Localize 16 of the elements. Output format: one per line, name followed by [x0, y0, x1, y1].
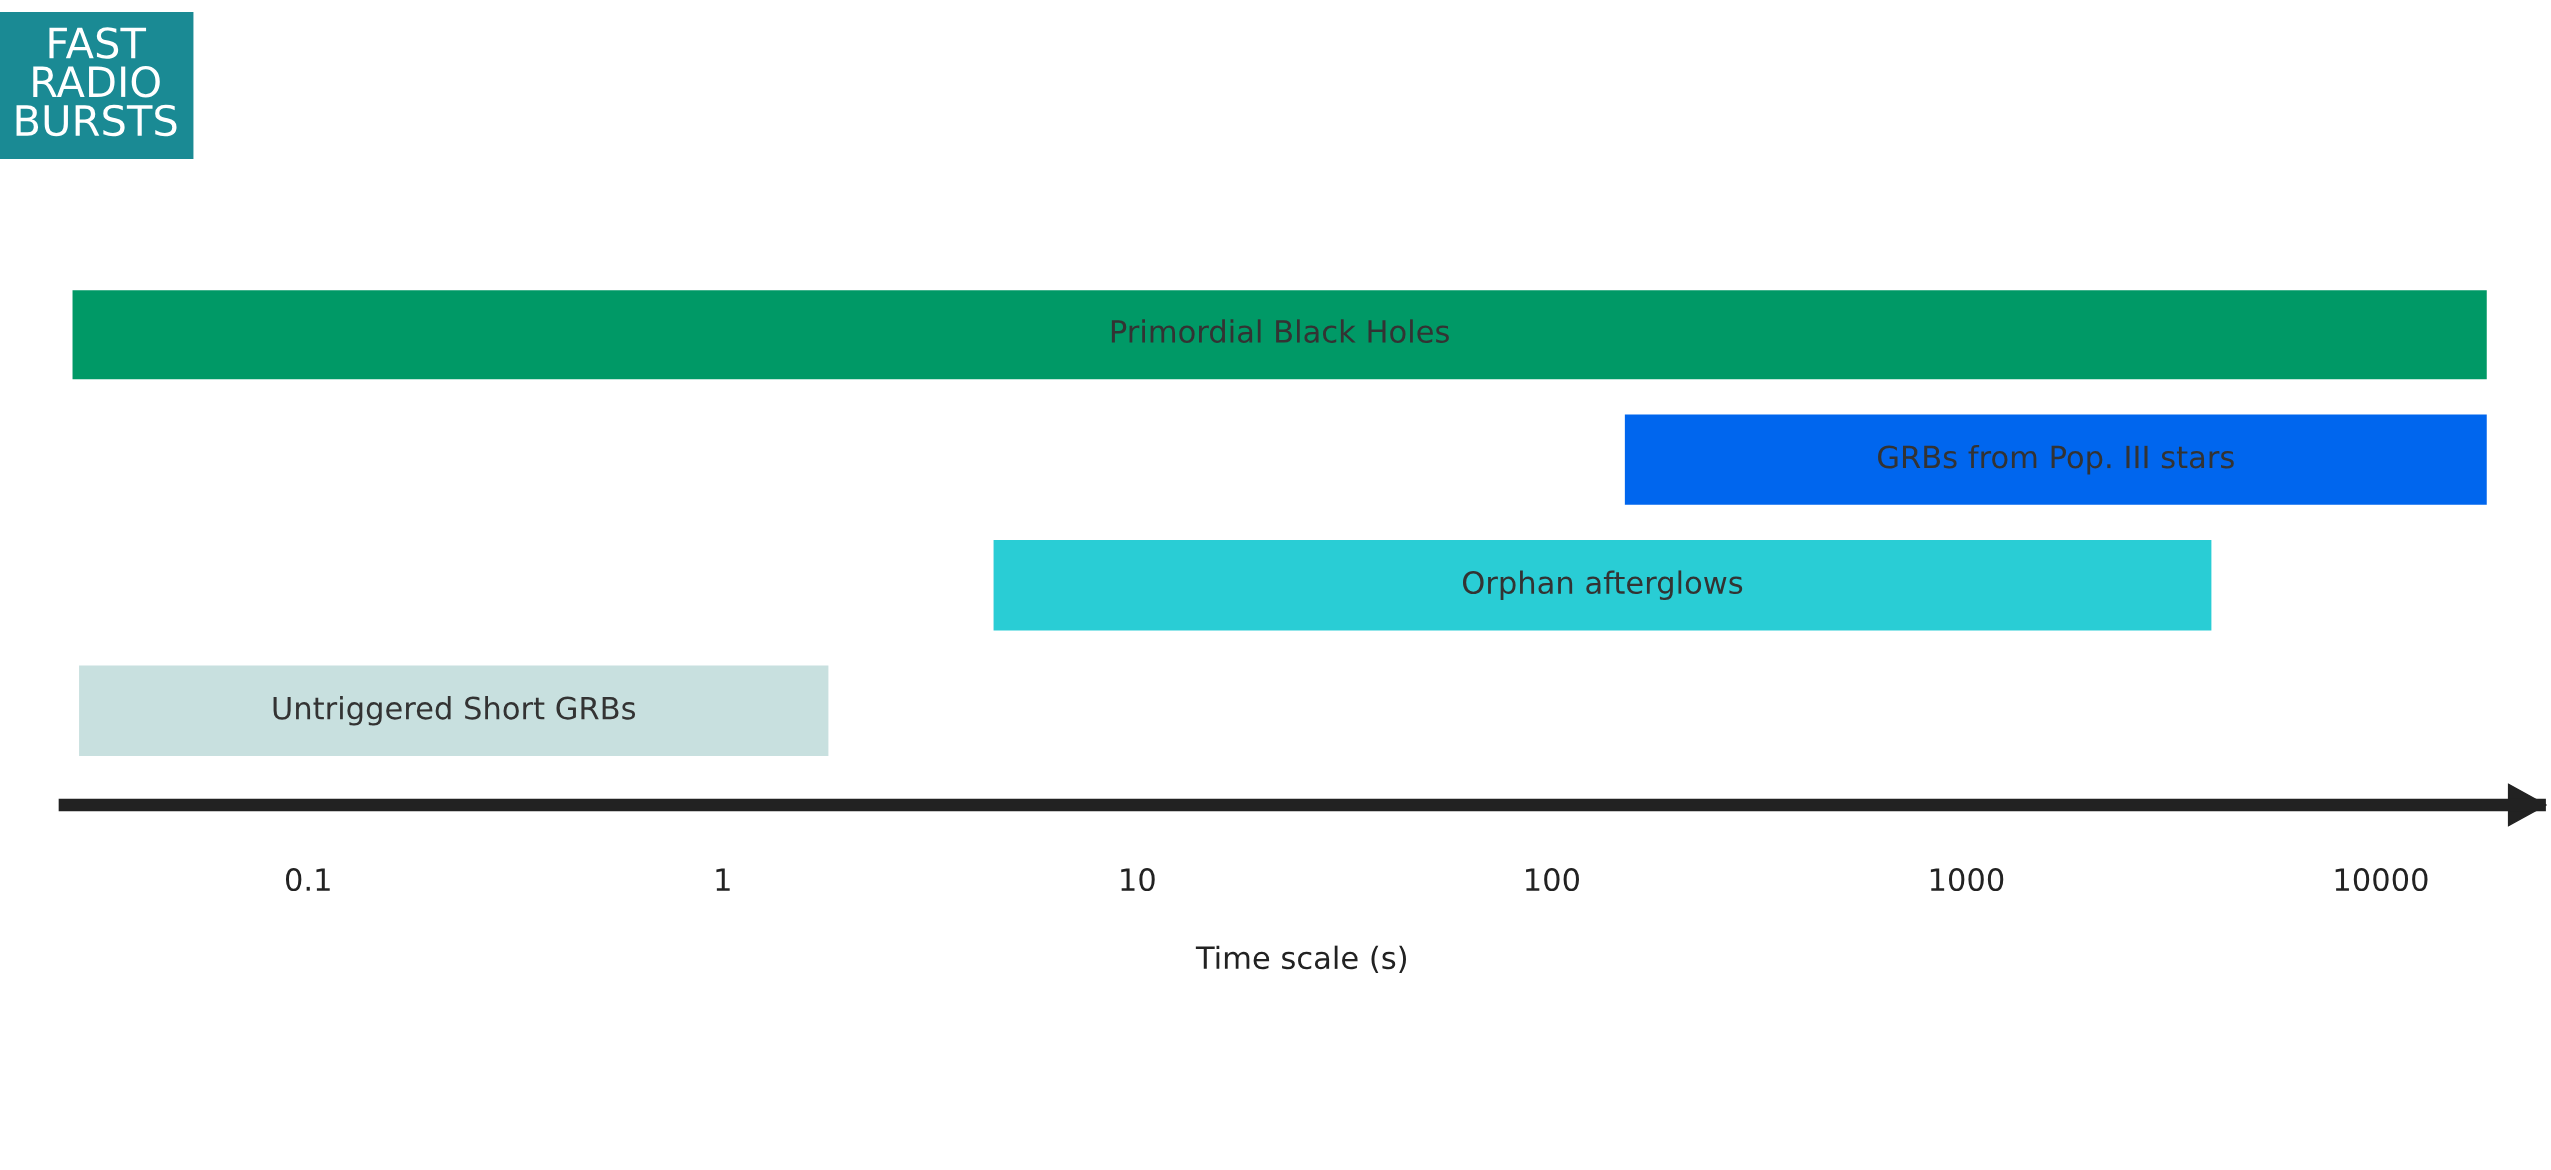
- x-tick-label: 10: [1121, 868, 1155, 892]
- chart-title: FAST RADIO BURSTS: [16, 27, 177, 137]
- x-tick-label: 1000: [1930, 868, 2004, 892]
- x-tick-label: 100: [1526, 868, 1579, 892]
- y-tick-label: GRBs from Pop. III stars: [1878, 444, 2234, 475]
- bar: [993, 540, 2212, 631]
- y-tick-label: Primordial Black Holes: [1111, 319, 1449, 343]
- x-tick-label: 0.1: [285, 868, 330, 892]
- bar: [72, 290, 2487, 380]
- x-axis-title: Time scale (s): [1195, 945, 1406, 973]
- x-tick-label: 1: [716, 868, 730, 891]
- y-tick-label: Untriggered Short GRBs: [273, 696, 636, 726]
- y-tick-label: Orphan afterglows: [1462, 570, 1743, 601]
- x-tick-label: 10000: [2335, 868, 2428, 892]
- bar: [1624, 414, 2487, 505]
- bar: [79, 665, 829, 756]
